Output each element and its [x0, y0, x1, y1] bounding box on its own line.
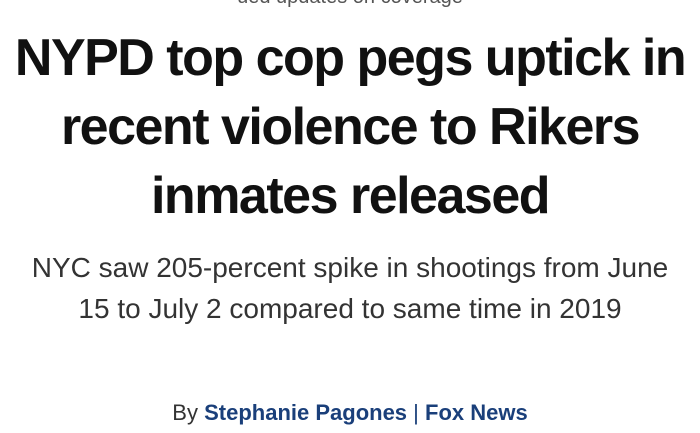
byline-prefix: By — [172, 400, 198, 425]
cut-off-text: ued updates on coverage — [0, 0, 700, 8]
author-link[interactable]: Stephanie Pagones — [204, 400, 408, 425]
outlet-link[interactable]: Fox News — [425, 400, 528, 425]
article-headline: NYPD top cop pegs uptick in recent viole… — [14, 29, 687, 225]
article-byline: By Stephanie Pagones | Fox News — [0, 398, 700, 428]
byline-separator: | — [413, 400, 419, 425]
article-subheadline: NYC saw 205-percent spike in shootings f… — [31, 252, 669, 324]
